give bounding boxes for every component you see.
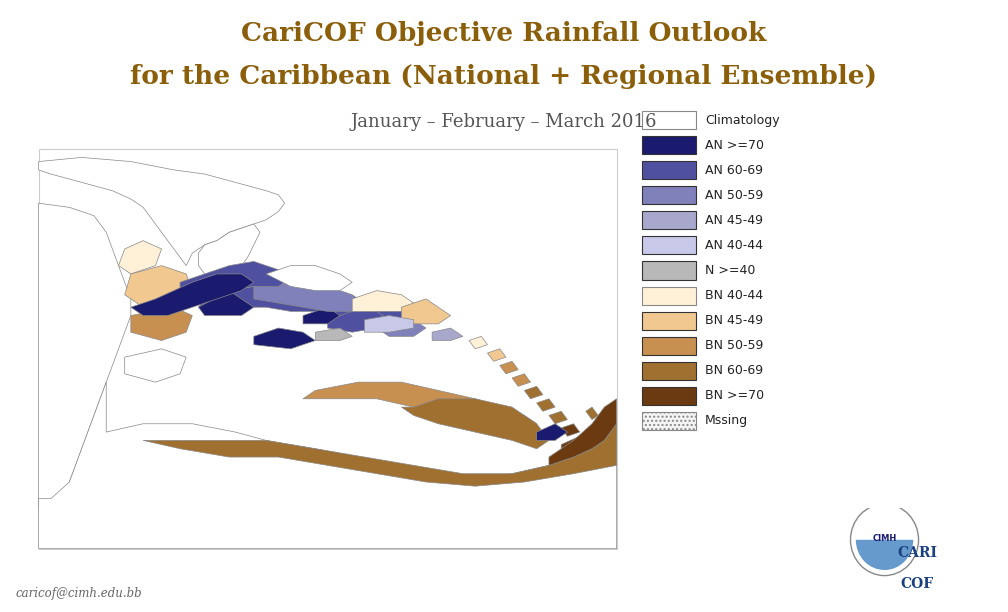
Polygon shape xyxy=(266,266,352,291)
Polygon shape xyxy=(365,316,413,332)
Text: for the Caribbean (National + Regional Ensemble): for the Caribbean (National + Regional E… xyxy=(130,64,878,89)
Polygon shape xyxy=(38,149,617,548)
Bar xyxy=(642,186,696,204)
Polygon shape xyxy=(131,274,254,316)
Polygon shape xyxy=(254,278,365,312)
Polygon shape xyxy=(561,424,580,436)
Bar xyxy=(642,412,696,430)
Polygon shape xyxy=(199,286,426,324)
Text: AN 40-44: AN 40-44 xyxy=(706,239,763,252)
Text: Climatology: Climatology xyxy=(706,114,780,127)
Polygon shape xyxy=(38,203,131,524)
Bar xyxy=(642,236,696,255)
Polygon shape xyxy=(401,399,549,449)
Text: January – February – March 2016: January – February – March 2016 xyxy=(351,113,657,131)
Polygon shape xyxy=(549,411,568,424)
Polygon shape xyxy=(377,319,426,337)
Polygon shape xyxy=(316,328,352,340)
Polygon shape xyxy=(328,312,389,332)
Polygon shape xyxy=(180,261,290,299)
Polygon shape xyxy=(586,407,598,420)
Polygon shape xyxy=(143,424,617,486)
Text: BN 60-69: BN 60-69 xyxy=(706,364,763,377)
Bar xyxy=(642,312,696,330)
Text: AN 50-59: AN 50-59 xyxy=(706,189,763,202)
Text: N >=40: N >=40 xyxy=(706,264,756,277)
Text: CARI: CARI xyxy=(897,546,937,560)
Polygon shape xyxy=(125,349,186,382)
Polygon shape xyxy=(549,399,617,465)
Bar xyxy=(642,337,696,355)
Polygon shape xyxy=(119,241,161,274)
Text: Mssing: Mssing xyxy=(706,414,748,427)
Bar xyxy=(642,111,696,129)
Bar xyxy=(642,261,696,280)
Polygon shape xyxy=(38,382,617,548)
Polygon shape xyxy=(488,349,506,361)
Polygon shape xyxy=(500,361,518,374)
Polygon shape xyxy=(199,291,254,316)
Bar xyxy=(642,286,696,305)
Bar xyxy=(642,136,696,154)
Polygon shape xyxy=(199,224,260,278)
Bar xyxy=(642,387,696,405)
Text: BN 40-44: BN 40-44 xyxy=(706,289,763,302)
Text: caricof@cimh.edu.bb: caricof@cimh.edu.bb xyxy=(15,587,142,600)
Polygon shape xyxy=(561,436,592,453)
Polygon shape xyxy=(512,374,530,386)
Polygon shape xyxy=(131,307,193,340)
Text: BN 45-49: BN 45-49 xyxy=(706,314,763,327)
Polygon shape xyxy=(303,307,340,324)
Polygon shape xyxy=(125,266,193,307)
Text: AN >=70: AN >=70 xyxy=(706,139,764,152)
Wedge shape xyxy=(856,540,913,570)
Text: CIMH: CIMH xyxy=(872,534,897,543)
Circle shape xyxy=(851,504,918,575)
Polygon shape xyxy=(536,399,555,411)
Polygon shape xyxy=(401,299,451,324)
Bar xyxy=(642,211,696,230)
Text: BN >=70: BN >=70 xyxy=(706,389,764,402)
Polygon shape xyxy=(432,328,463,340)
Text: AN 60-69: AN 60-69 xyxy=(706,164,763,177)
Bar xyxy=(642,362,696,379)
Text: CariCOF Objective Rainfall Outlook: CariCOF Objective Rainfall Outlook xyxy=(241,21,767,47)
Polygon shape xyxy=(38,157,284,266)
Polygon shape xyxy=(469,337,488,349)
Polygon shape xyxy=(303,382,536,441)
Polygon shape xyxy=(536,424,568,441)
Polygon shape xyxy=(524,386,542,399)
Text: BN 50-59: BN 50-59 xyxy=(706,339,764,352)
Polygon shape xyxy=(254,328,316,349)
Text: AN 45-49: AN 45-49 xyxy=(706,214,763,227)
Bar xyxy=(642,162,696,179)
Polygon shape xyxy=(352,291,413,312)
Text: COF: COF xyxy=(901,577,933,591)
